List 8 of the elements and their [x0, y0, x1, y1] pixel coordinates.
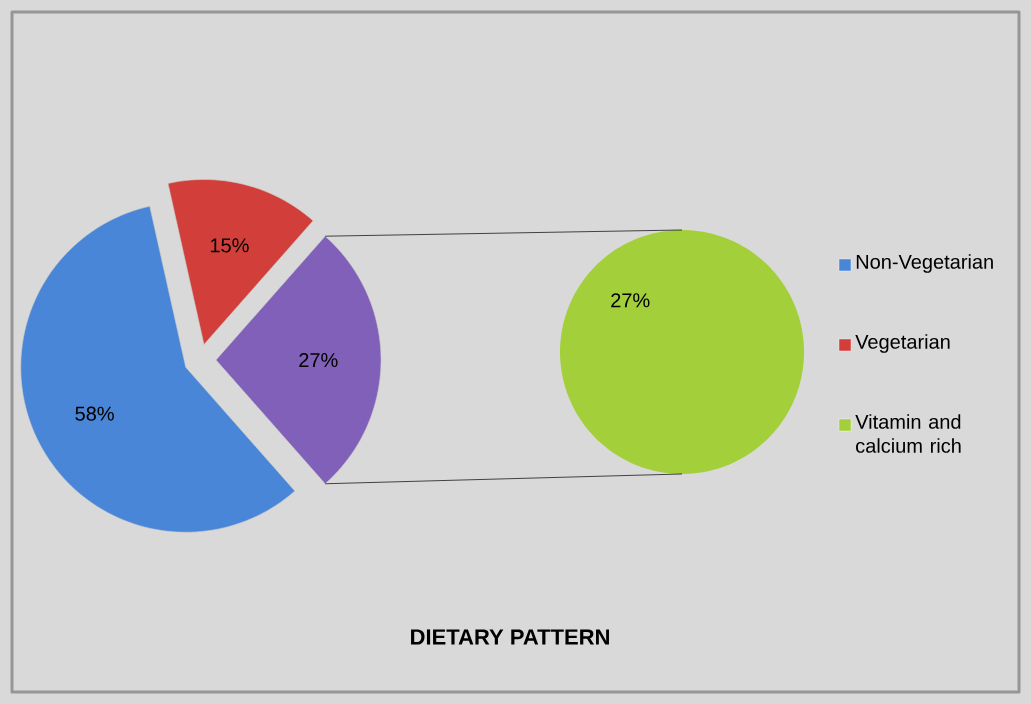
legend-label: Vitamin and calcium rich	[855, 414, 961, 453]
text: DIETARY PATTERN	[411, 629, 609, 645]
data-label: 15%	[210, 238, 249, 253]
data-label: 27%	[299, 352, 338, 368]
data-label: 58%	[75, 406, 114, 421]
legend-label: Vegetarian	[855, 334, 950, 353]
data-label: 27%	[611, 293, 650, 308]
legend-label: Non-Vegetarian	[856, 254, 993, 273]
